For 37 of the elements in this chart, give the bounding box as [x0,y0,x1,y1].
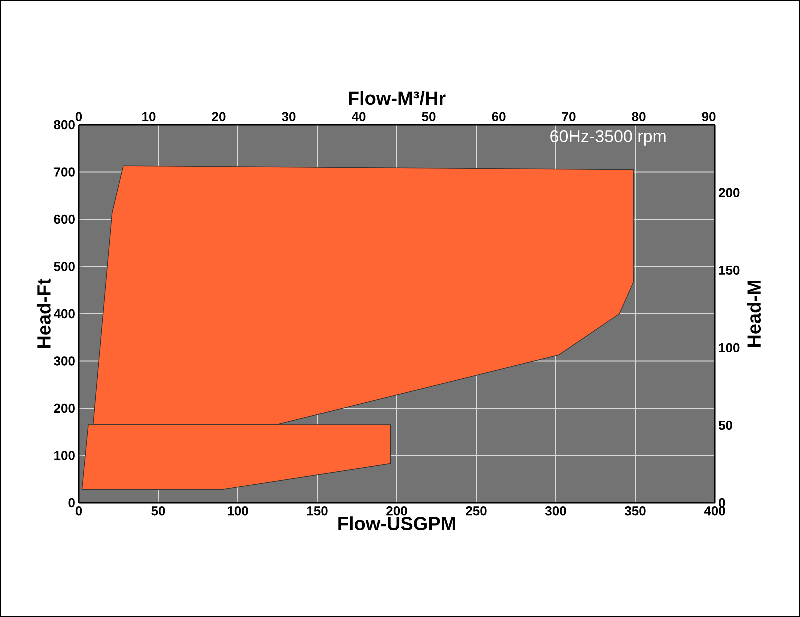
x2-tick-label: 90 [702,112,716,122]
y-tick-label: 400 [54,309,75,319]
x-tick-label: 50 [152,506,166,516]
y2-tick-label: 150 [719,266,740,276]
y-tick-label: 500 [54,262,75,272]
x2-tick-label: 70 [562,112,576,122]
x2-tick-label: 10 [142,112,156,122]
y-tick-label: 100 [54,451,75,460]
y-tick-label: 0 [68,498,75,508]
x2-tick-label: 0 [76,112,82,122]
x-tick-label: 200 [386,506,408,516]
x2-axis-title: Flow-M³/Hr [349,91,446,106]
x2-tick-label: 20 [212,112,226,122]
y-tick-label: 700 [54,168,75,177]
x-tick-label: 400 [704,506,726,516]
x2-tick-label: 50 [422,112,436,122]
y-tick-label: 600 [54,214,75,224]
y2-tick-label: 200 [718,188,740,198]
y-tick-label: 200 [54,404,75,414]
y2-tick-label: 50 [718,420,732,430]
y2-tick-label: 0 [719,498,726,508]
x2-tick-label: 80 [632,112,646,122]
x-tick-label: 0 [76,506,82,516]
x2-tick-label: 60 [492,112,506,122]
y-tick-label: 300 [54,356,75,366]
x-tick-label: 100 [228,506,248,516]
y-tick-label: 800 [54,120,75,130]
x-tick-label: 150 [307,506,328,516]
x-tick-label: 250 [466,506,487,516]
x2-tick-label: 40 [352,112,366,122]
y-axis-title: Head-Ft [36,278,51,348]
x-axis-title: Flow-USGPM [338,516,456,531]
x-tick-label: 300 [545,506,566,516]
y2-axis-title: Head-M [747,280,762,348]
x-tick-label: 350 [624,506,646,516]
y2-tick-label: 100 [719,343,740,353]
x2-tick-label: 30 [282,112,296,122]
